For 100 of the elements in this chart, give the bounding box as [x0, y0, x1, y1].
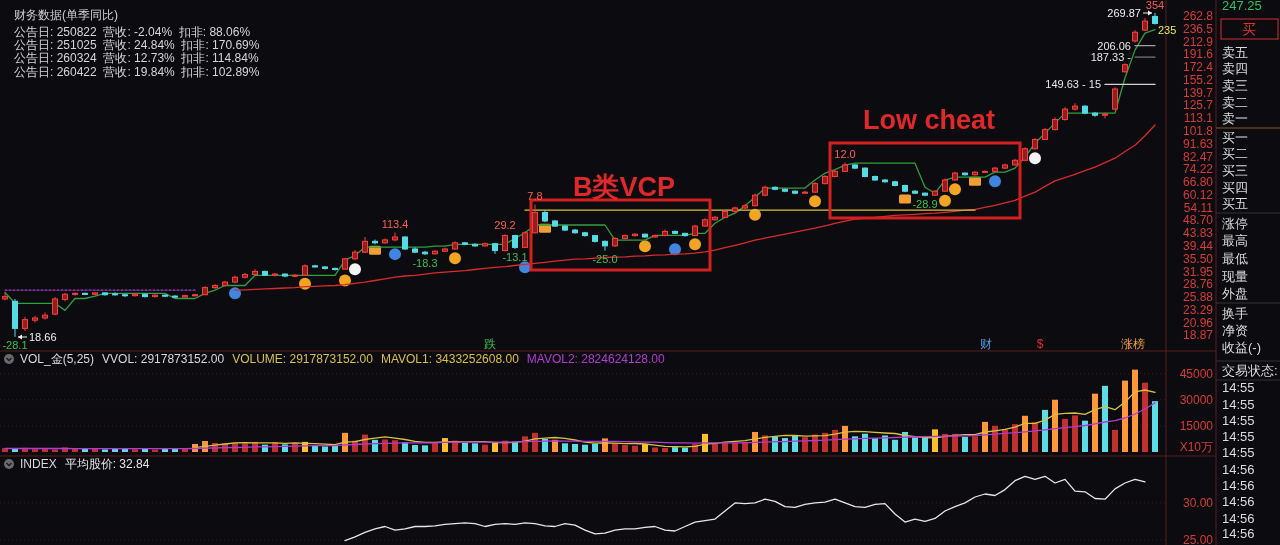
bar: [852, 436, 858, 452]
annotation: 149.63 - 15: [1045, 78, 1101, 90]
annotation: 公告日: 260324 营收: 12.73% 扣非: 114.84%: [14, 51, 259, 65]
text: 14:55: [1222, 429, 1255, 444]
text: 14:55: [1222, 445, 1255, 460]
annotation: 7.8: [527, 189, 543, 202]
bar: [1102, 385, 1108, 452]
bar: [1142, 382, 1148, 452]
annotation: VVOL: 2917873152.00: [102, 352, 225, 366]
text: 14:56: [1222, 494, 1255, 509]
bar: [162, 449, 168, 452]
text: 现量: [1222, 269, 1248, 284]
text: 最高: [1222, 233, 1248, 248]
point: [949, 183, 961, 196]
text: 14:55: [1222, 413, 1255, 428]
text: 净资: [1222, 323, 1248, 338]
bar: [182, 448, 188, 452]
y-tick-label: 30000: [1179, 392, 1214, 407]
bar: [1132, 369, 1138, 452]
bar: [942, 433, 948, 452]
y-tick-label: 74.22: [1182, 162, 1214, 177]
y-tick-label: 30.00: [1182, 495, 1214, 510]
y-tick-label: 125.7: [1182, 98, 1214, 113]
bar: [1122, 380, 1128, 452]
y-tick-label: 25.00: [1182, 532, 1214, 545]
bar: [632, 445, 638, 452]
text: 买二: [1222, 146, 1248, 161]
bar: [132, 449, 138, 452]
y-tick-label: 28.76: [1182, 277, 1214, 292]
annotation: 公告日: 260422 营收: 19.84% 扣非: 102.89%: [14, 65, 260, 79]
y-tick-label: 139.7: [1182, 85, 1214, 100]
annotation: $: [1036, 337, 1044, 351]
y-tick-label: 43.83: [1182, 226, 1214, 241]
text: 14:55: [1222, 380, 1255, 395]
annotation: B类VCP: [572, 172, 676, 202]
text: MAVOL2: 2824624128.00: [526, 352, 666, 366]
bar: [1082, 420, 1088, 452]
bar: [32, 449, 38, 452]
annotation: VOLUME: 2917873152.00: [232, 352, 374, 366]
chart-title: INDEX: [20, 457, 57, 471]
bar: [672, 447, 678, 452]
bar: [682, 447, 688, 452]
annotation: 跌: [484, 337, 496, 351]
bar: [72, 448, 78, 452]
bar: [422, 445, 428, 452]
y-tick-label: 18.87: [1182, 328, 1214, 343]
text: 14:56: [1222, 478, 1255, 493]
bar: [322, 446, 328, 452]
bar: [482, 444, 488, 452]
bar: [1022, 415, 1028, 452]
bar: [962, 436, 968, 452]
y-tick-label: 15000: [1179, 418, 1214, 433]
text: 财务数据(单季同比): [14, 8, 118, 22]
bar: [652, 447, 658, 452]
text: 最低: [1222, 251, 1248, 266]
bar: [1092, 393, 1098, 452]
text: 外盘: [1222, 286, 1248, 301]
y-tick-label: 113.1: [1183, 111, 1214, 126]
point: [939, 194, 951, 207]
bar: [432, 442, 438, 452]
bar: [662, 448, 668, 452]
bar: [972, 436, 978, 452]
bar: [562, 443, 568, 452]
bar: [882, 435, 888, 452]
annotation: -18.3: [412, 257, 438, 270]
bar: [1062, 418, 1068, 452]
point: [349, 263, 361, 276]
annotation: 269.87: [1107, 7, 1141, 19]
y-axis-title: X10万: [1179, 440, 1213, 454]
annotation: -28.1: [2, 338, 28, 351]
y-tick-label: 48.70: [1182, 213, 1214, 228]
y-tick-label: 91.63: [1182, 136, 1214, 151]
text: MAVOL1: 3433252608.00: [380, 352, 520, 366]
text: 卖一: [1222, 111, 1248, 126]
point: [229, 287, 241, 300]
text: 换手: [1222, 306, 1248, 321]
text: 平均股价: 32.84: [64, 457, 150, 471]
text: 卖五: [1222, 45, 1248, 60]
bar: [1072, 415, 1078, 452]
y-tick-label: 39.44: [1182, 239, 1214, 254]
bar: [522, 436, 528, 452]
annotation: -13.1: [502, 250, 528, 263]
bar: [382, 439, 388, 452]
bar: [732, 442, 738, 452]
bar: [1042, 409, 1048, 452]
y-tick-label: 172.4: [1182, 60, 1214, 75]
point: [899, 194, 911, 204]
bar: [1032, 422, 1038, 452]
bar: [912, 437, 918, 452]
y-tick-label: 66.80: [1182, 175, 1214, 190]
text: 14:56: [1222, 526, 1255, 541]
bar: [542, 438, 548, 452]
bar: [82, 449, 88, 452]
bar: [572, 443, 578, 452]
annotation: 29.2: [494, 219, 516, 232]
annotation: 涨榜: [1121, 337, 1145, 351]
bar: [1112, 429, 1118, 452]
bar: [462, 442, 468, 452]
bar: [102, 449, 108, 452]
text: 买三: [1222, 163, 1248, 178]
